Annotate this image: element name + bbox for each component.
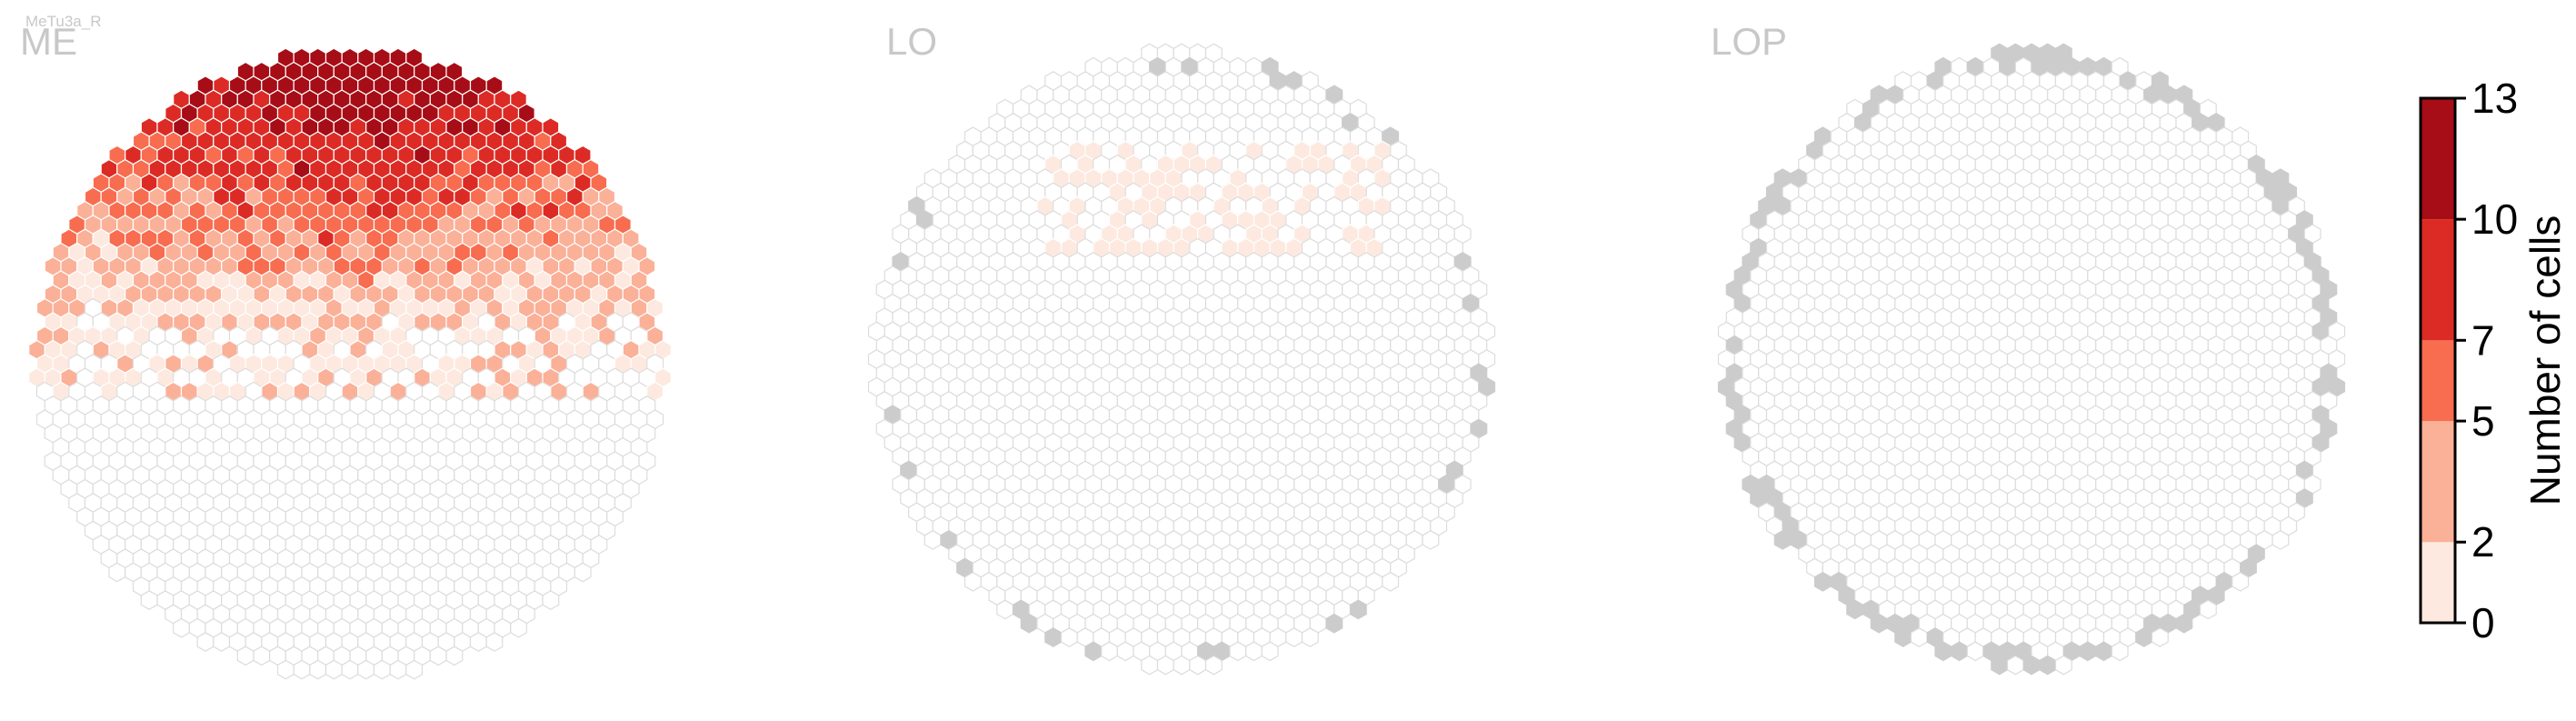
- hex-column: [1116, 641, 1134, 662]
- hex-column: [469, 632, 487, 652]
- hex-column: [2006, 655, 2024, 676]
- hex-column: [357, 659, 375, 680]
- hex-column: [1173, 655, 1191, 676]
- hex-column: [108, 562, 126, 583]
- colorbar-bin: [2421, 542, 2455, 623]
- panel-lo: [867, 43, 1496, 676]
- hex-column: [996, 599, 1014, 620]
- hex-column: [309, 659, 327, 680]
- colorbar-tick-label: 0: [2471, 599, 2495, 646]
- hex-column: [324, 659, 343, 680]
- hex-column: [2232, 571, 2250, 592]
- colorbar-bin: [2421, 98, 2455, 220]
- hex-column: [1382, 571, 1400, 592]
- hex-column: [1813, 571, 1832, 592]
- hex-column: [2054, 655, 2072, 676]
- hex-column: [173, 617, 190, 638]
- colorbar: 0 2 5 7 10 13 Number of cells: [2419, 75, 2569, 646]
- hex-column: [485, 632, 504, 652]
- hex-column: [1060, 627, 1078, 647]
- hex-column: [2111, 641, 2129, 662]
- colorbar-frame: [2419, 96, 2457, 625]
- panel-me: [28, 47, 672, 680]
- colorbar-title: Number of cells: [2521, 215, 2569, 506]
- hex-column: [1156, 655, 1174, 676]
- hex-column: [1084, 641, 1103, 662]
- hex-column: [196, 632, 215, 652]
- panel-title-lop: LOP: [1711, 20, 1788, 63]
- cell-type-label: MeTu3a_R: [25, 13, 102, 30]
- hex-column: [2151, 627, 2169, 647]
- hex-column: [2079, 641, 2097, 662]
- hex-column: [1020, 613, 1038, 634]
- hex-column: [1325, 613, 1343, 634]
- hex-column: [1966, 641, 1984, 662]
- hex-column: [2271, 530, 2290, 550]
- hex-column: [1101, 641, 1118, 662]
- hex-column: [1285, 627, 1303, 647]
- hex-column: [2022, 655, 2041, 676]
- colorbar-bin: [2421, 219, 2455, 341]
- hex-column: [1894, 627, 1912, 647]
- hex-column: [2199, 599, 2217, 620]
- hex-column: [373, 659, 391, 680]
- hex-column: [341, 659, 359, 680]
- colorbar-tick-label: 5: [2471, 397, 2495, 445]
- hex-column: [964, 571, 982, 592]
- hex-column: [1773, 530, 1792, 550]
- hex-column: [405, 659, 424, 680]
- hex-column: [213, 632, 231, 652]
- hex-column: [429, 646, 447, 666]
- hex-column: [253, 646, 271, 666]
- colorbar-bin: [2421, 340, 2455, 422]
- hex-column: [1261, 641, 1279, 662]
- panel-title-me: ME: [20, 20, 77, 63]
- hex-column: [510, 617, 527, 638]
- colorbar-tick-label: 2: [2471, 518, 2495, 566]
- hex-column: [1349, 599, 1367, 620]
- hex-column: [1951, 641, 1968, 662]
- hex-column: [1141, 655, 1159, 676]
- hex-column: [574, 562, 592, 583]
- hex-column: [1229, 641, 1247, 662]
- hex-column: [1204, 655, 1223, 676]
- hex-column: [542, 590, 560, 610]
- colorbar-tick-label: 7: [2471, 316, 2495, 364]
- hex-column: [2175, 613, 2193, 634]
- hex-column: [1189, 655, 1207, 676]
- hex-column: [1991, 655, 2009, 676]
- hex-column: [236, 646, 255, 666]
- hex-column: [445, 646, 464, 666]
- hex-column: [389, 659, 407, 680]
- hex-column: [293, 659, 311, 680]
- hex-column: [2095, 641, 2112, 662]
- panel-title-lo: LO: [886, 20, 938, 63]
- hex-column: [140, 590, 158, 610]
- hex-column: [924, 530, 942, 550]
- colorbar-tick-label: 10: [2471, 195, 2518, 243]
- hex-column: [1870, 613, 1888, 634]
- hex-column: [1934, 641, 1952, 662]
- panel-lop: [1717, 43, 2346, 676]
- colorbar-tick-label: 13: [2471, 75, 2518, 122]
- hex-column: [1910, 627, 1928, 647]
- hex-column: [2135, 627, 2153, 647]
- hex-column: [1044, 627, 1063, 647]
- hex-column: [1301, 627, 1319, 647]
- colorbar-bin: [2421, 421, 2455, 543]
- hex-column: [276, 659, 295, 680]
- hex-column: [1846, 599, 1864, 620]
- hex-column: [2039, 655, 2057, 676]
- hex-column: [1245, 641, 1263, 662]
- hex-column: [1422, 530, 1440, 550]
